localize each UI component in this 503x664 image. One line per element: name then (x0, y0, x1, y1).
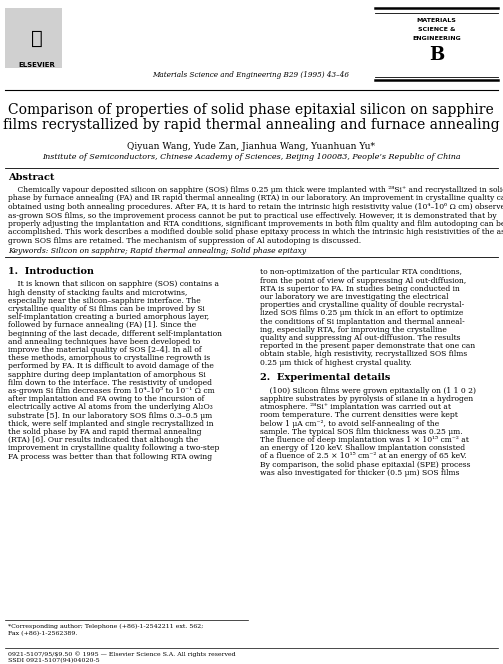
Text: It is known that silicon on sapphire (SOS) contains a: It is known that silicon on sapphire (SO… (8, 280, 219, 288)
Text: ing, especially RTA, for improving the crystalline: ing, especially RTA, for improving the c… (260, 326, 447, 334)
Text: Fax (+86)-1-2562389.: Fax (+86)-1-2562389. (8, 631, 77, 636)
Text: and annealing techniques have been developed to: and annealing techniques have been devel… (8, 338, 200, 346)
Text: was also investigated for thicker (0.5 μm) SOS films: was also investigated for thicker (0.5 μ… (260, 469, 460, 477)
Text: B: B (429, 46, 444, 64)
Text: our laboratory we are investigating the electrical: our laboratory we are investigating the … (260, 293, 449, 301)
Text: reported in the present paper demonstrate that one can: reported in the present paper demonstrat… (260, 343, 475, 351)
Text: improve the material quality of SOS [2–4]. In all of: improve the material quality of SOS [2–4… (8, 346, 202, 354)
Text: Qiyuan Wang, Yude Zan, Jianhua Wang, Yuanhuan Yu*: Qiyuan Wang, Yude Zan, Jianhua Wang, Yua… (127, 142, 375, 151)
Text: these methods, amorphous to crystalline regrowth is: these methods, amorphous to crystalline … (8, 355, 210, 363)
Text: of a fluence of 2.5 × 10¹⁵ cm⁻² at an energy of 65 keV.: of a fluence of 2.5 × 10¹⁵ cm⁻² at an en… (260, 452, 467, 461)
Text: as-grown SOS films, so the improvement process cannot be put to practical use ef: as-grown SOS films, so the improvement p… (8, 212, 496, 220)
Text: as-grown Si film decreases from 10⁴–10⁵ to 10⁻¹ Ω cm: as-grown Si film decreases from 10⁴–10⁵ … (8, 387, 215, 395)
Text: an energy of 120 keV. Shallow implantation consisted: an energy of 120 keV. Shallow implantati… (260, 444, 465, 452)
Text: (RTA) [6]. Our results indicated that although the: (RTA) [6]. Our results indicated that al… (8, 436, 198, 444)
Text: properly adjusting the implantation and RTA conditions, significant improvements: properly adjusting the implantation and … (8, 220, 503, 228)
Text: room temperature. The current densities were kept: room temperature. The current densities … (260, 412, 458, 420)
Text: after implantation and FA owing to the incursion of: after implantation and FA owing to the i… (8, 395, 204, 403)
Text: crystalline quality of Si films can be improved by Si: crystalline quality of Si films can be i… (8, 305, 205, 313)
Text: 🌲: 🌲 (31, 29, 43, 48)
Text: 0.25 μm thick of highest crystal quality.: 0.25 μm thick of highest crystal quality… (260, 359, 412, 367)
Text: The fluence of deep implantation was 1 × 10¹⁵ cm⁻² at: The fluence of deep implantation was 1 ×… (260, 436, 469, 444)
Text: accomplished. This work describes a modified double solid phase epitaxy process : accomplished. This work describes a modi… (8, 228, 503, 236)
Text: ELSEVIER: ELSEVIER (19, 62, 55, 68)
Text: phase by furnace annealing (FA) and IR rapid thermal annealing (RTA) in our labo: phase by furnace annealing (FA) and IR r… (8, 195, 503, 203)
Text: electrically active Al atoms from the underlying Al₂O₃: electrically active Al atoms from the un… (8, 404, 213, 412)
Text: SCIENCE &: SCIENCE & (418, 27, 455, 32)
Text: followed by furnace annealing (FA) [1]. Since the: followed by furnace annealing (FA) [1]. … (8, 321, 196, 329)
Text: substrate [5]. In our laboratory SOS films 0.3–0.5 μm: substrate [5]. In our laboratory SOS fil… (8, 412, 212, 420)
Text: Abstract: Abstract (8, 173, 54, 182)
Text: 1.  Introduction: 1. Introduction (8, 266, 94, 276)
Text: RTA is superior to FA. In studies being conducted in: RTA is superior to FA. In studies being … (260, 285, 460, 293)
Text: high density of stacking faults and microtwins,: high density of stacking faults and micr… (8, 289, 188, 297)
Text: films recrystallized by rapid thermal annealing and furnace annealing: films recrystallized by rapid thermal an… (3, 118, 499, 132)
Text: By comparison, the solid phase epitaxial (SPE) process: By comparison, the solid phase epitaxial… (260, 461, 470, 469)
Text: (100) Silicon films were grown epitaxially on (1 1 0 2): (100) Silicon films were grown epitaxial… (260, 387, 476, 395)
Text: FA process was better than that following RTA owing: FA process was better than that followin… (8, 453, 212, 461)
Text: film down to the interface. The resistivity of undoped: film down to the interface. The resistiv… (8, 379, 212, 387)
Text: 0921-5107/95/$9.50 © 1995 — Elsevier Science S.A. All rights reserved: 0921-5107/95/$9.50 © 1995 — Elsevier Sci… (8, 651, 235, 657)
Text: the solid phase by FA and rapid thermal annealing: the solid phase by FA and rapid thermal … (8, 428, 202, 436)
Text: 2.  Experimental details: 2. Experimental details (260, 373, 390, 382)
Text: Institute of Semiconductors, Chinese Academy of Sciences, Beijing 100083, People: Institute of Semiconductors, Chinese Aca… (42, 153, 460, 161)
Text: sample. The typical SOS film thickness was 0.25 μm.: sample. The typical SOS film thickness w… (260, 428, 463, 436)
Text: properties and crystalline quality of double recrystal-: properties and crystalline quality of do… (260, 301, 464, 309)
Text: thick, were self implanted and single recrystallized in: thick, were self implanted and single re… (8, 420, 214, 428)
Text: Comparison of properties of solid phase epitaxial silicon on sapphire: Comparison of properties of solid phase … (8, 103, 494, 117)
Text: MATERIALS: MATERIALS (416, 18, 456, 23)
Text: Materials Science and Engineering B29 (1995) 43–46: Materials Science and Engineering B29 (1… (152, 71, 350, 79)
Text: from the point of view of suppressing Al out-diffusion,: from the point of view of suppressing Al… (260, 277, 466, 285)
Bar (5, 8, 62, 68)
Text: SSDI 0921-5107(94)04020-5: SSDI 0921-5107(94)04020-5 (8, 658, 100, 663)
Text: sapphire during deep implantation of amorphous Si: sapphire during deep implantation of amo… (8, 371, 206, 378)
Text: beginning of the last decade, different self-implantation: beginning of the last decade, different … (8, 330, 222, 338)
Text: performed by FA. It is difficult to avoid damage of the: performed by FA. It is difficult to avoi… (8, 363, 214, 371)
Text: the conditions of Si implantation and thermal anneal-: the conditions of Si implantation and th… (260, 317, 465, 326)
Text: self-implantation creating a buried amorphous layer,: self-implantation creating a buried amor… (8, 313, 209, 321)
Text: Keywords: Silicon on sapphire; Rapid thermal annealing; Solid phase epitaxy: Keywords: Silicon on sapphire; Rapid the… (8, 246, 306, 254)
Text: *Corresponding author; Telephone (+86)-1-2542211 ext. 562;: *Corresponding author; Telephone (+86)-1… (8, 624, 203, 629)
Text: obtain stable, high resistivity, recrystallized SOS films: obtain stable, high resistivity, recryst… (260, 351, 467, 359)
Text: atmosphere. ²⁸Si⁺ implantation was carried out at: atmosphere. ²⁸Si⁺ implantation was carri… (260, 403, 451, 411)
Text: grown SOS films are retained. The mechanism of suppression of Al autodoping is d: grown SOS films are retained. The mechan… (8, 237, 361, 245)
Text: quality and suppressing Al out-diffusion. The results: quality and suppressing Al out-diffusion… (260, 334, 461, 342)
Text: lized SOS films 0.25 μm thick in an effort to optimize: lized SOS films 0.25 μm thick in an effo… (260, 309, 463, 317)
Text: obtained using both annealing procedures. After FA, it is hard to retain the int: obtained using both annealing procedures… (8, 203, 503, 211)
Text: ENGINEERING: ENGINEERING (412, 36, 461, 41)
Text: below 1 μA cm⁻², to avoid self-annealing of the: below 1 μA cm⁻², to avoid self-annealing… (260, 420, 439, 428)
Text: especially near the silicon–sapphire interface. The: especially near the silicon–sapphire int… (8, 297, 201, 305)
Text: improvement in crystalline quality following a two-step: improvement in crystalline quality follo… (8, 444, 219, 452)
Text: Chemically vapour deposited silicon on sapphire (SOS) films 0.25 μm thick were i: Chemically vapour deposited silicon on s… (8, 186, 503, 194)
Text: sapphire substrates by pyrolysis of silane in a hydrogen: sapphire substrates by pyrolysis of sila… (260, 395, 473, 403)
Text: to non-optimization of the particular RTA conditions,: to non-optimization of the particular RT… (260, 268, 462, 276)
